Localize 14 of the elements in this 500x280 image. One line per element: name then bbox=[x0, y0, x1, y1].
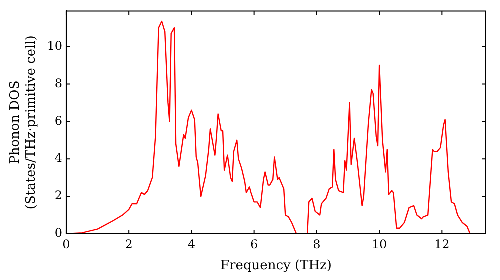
x-tick-label: 8 bbox=[313, 237, 321, 252]
x-tick-label: 4 bbox=[188, 237, 196, 252]
y-tick-label: 10 bbox=[47, 38, 62, 53]
x-tick-label: 12 bbox=[434, 237, 450, 252]
y-tick-label: 2 bbox=[54, 188, 62, 203]
x-tick-label: 6 bbox=[250, 237, 258, 252]
y-axis-title: Phonon DOS (States/THz·primitive cell) bbox=[8, 36, 39, 210]
x-axis-title: Frequency (THz) bbox=[220, 258, 332, 274]
x-tick-label: 2 bbox=[125, 237, 133, 252]
y-tick-label: 8 bbox=[54, 76, 62, 90]
x-tick-label: 10 bbox=[372, 237, 388, 252]
y-tick-label: 0 bbox=[54, 226, 62, 240]
y-tick-label: 4 bbox=[54, 151, 63, 166]
y-tick-label: 6 bbox=[54, 114, 62, 128]
